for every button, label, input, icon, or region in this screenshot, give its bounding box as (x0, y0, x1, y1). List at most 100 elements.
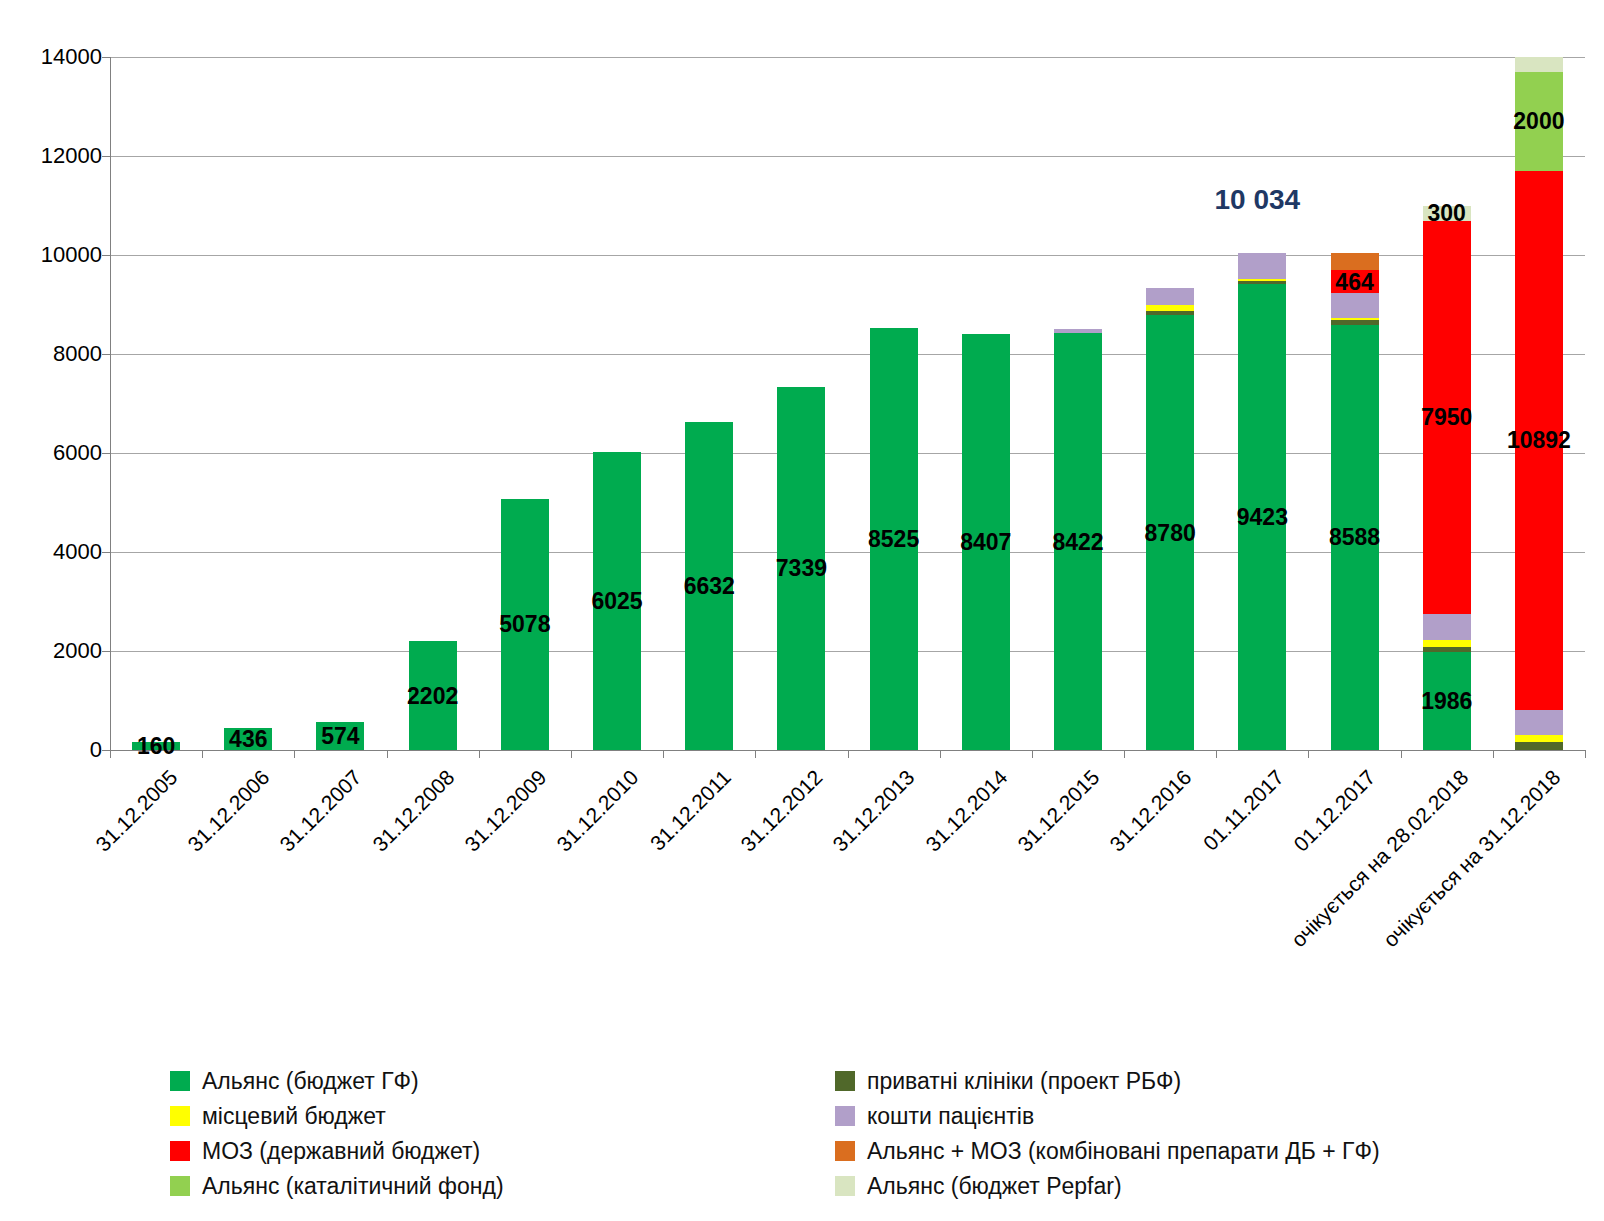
legend-swatch-icon (170, 1176, 190, 1196)
x-tick-label: очікується на 28.02.2018 (1287, 766, 1472, 951)
legend-item: МОЗ (державний бюджет) (170, 1139, 835, 1163)
legend-label: місцевий бюджет (190, 1104, 386, 1128)
bar-value-label: 8780 (1145, 519, 1196, 546)
bar-value-label: 574 (321, 722, 359, 749)
legend-item: місцевий бюджет (170, 1104, 835, 1128)
y-tick-label: 10000 (20, 244, 102, 266)
x-tick-label: 01.11.2017 (1199, 766, 1287, 854)
x-axis-tick (1032, 750, 1033, 758)
x-tick-label: 31.12.2005 (92, 766, 181, 855)
legend-label: Альянс (бюджет ГФ) (190, 1069, 419, 1093)
legend-label: Альянс (каталітичний фонд) (190, 1174, 504, 1198)
y-axis-tick (102, 750, 110, 751)
x-tick-label: 31.12.2014 (921, 766, 1010, 855)
bar-value-label: 2202 (407, 682, 458, 709)
bar-value-label: 8525 (868, 526, 919, 553)
x-axis-tick (1401, 750, 1402, 758)
bar-segment (1331, 320, 1379, 325)
x-axis-tick (755, 750, 756, 758)
legend-swatch-icon (835, 1106, 855, 1126)
legend-label: МОЗ (державний бюджет) (190, 1139, 480, 1163)
x-tick-label: 31.12.2013 (829, 766, 918, 855)
bar-value-label: 7339 (776, 555, 827, 582)
total-annotation: 10 034 (1215, 184, 1301, 216)
bar-value-label: 10892 (1507, 427, 1571, 454)
x-tick-label: 31.12.2011 (646, 766, 734, 854)
x-axis-tick (1308, 750, 1309, 758)
bar-segment (1515, 57, 1563, 71)
y-tick-label: 4000 (20, 541, 102, 563)
x-axis-tick (294, 750, 295, 758)
y-tick-label: 14000 (20, 46, 102, 68)
bar-segment (1331, 293, 1379, 318)
x-tick-label: очікується на 31.12.2018 (1379, 766, 1564, 951)
x-axis-tick (202, 750, 203, 758)
bar-segment (1146, 305, 1194, 311)
bar-value-label: 6632 (684, 572, 735, 599)
bar-value-label: 5078 (499, 611, 550, 638)
x-tick-label: 31.12.2015 (1014, 766, 1103, 855)
x-axis-tick (1216, 750, 1217, 758)
x-axis-tick (663, 750, 664, 758)
bar-value-label: 8422 (1052, 528, 1103, 555)
x-axis-tick (848, 750, 849, 758)
x-axis-tick (571, 750, 572, 758)
gridline (110, 57, 1585, 58)
x-axis-tick (940, 750, 941, 758)
bar-value-label: 1986 (1421, 687, 1472, 714)
legend-item: приватні клініки (проект РБФ) (835, 1069, 1380, 1093)
x-tick-label: 31.12.2012 (737, 766, 826, 855)
bar-value-label: 464 (1335, 268, 1373, 295)
bar-segment (1146, 311, 1194, 315)
legend-swatch-icon (170, 1071, 190, 1091)
x-tick-label: 31.12.2007 (276, 766, 365, 855)
stacked-bar-chart: 0 2000 4000 6000 8000 10000 12000 14000 160 31.12… (0, 0, 1604, 1221)
bar-value-label: 436 (229, 726, 267, 753)
x-axis-tick (1124, 750, 1125, 758)
legend-item: кошти пацієнтів (835, 1104, 1380, 1128)
legend-swatch-icon (170, 1141, 190, 1161)
y-axis-tick (102, 354, 110, 355)
bar-segment (1515, 742, 1563, 750)
x-axis-tick (110, 750, 111, 758)
gridline (110, 156, 1585, 157)
y-axis-tick (102, 651, 110, 652)
x-axis-tick (1493, 750, 1494, 758)
y-tick-label: 0 (20, 739, 102, 761)
legend-label: Альянс + МОЗ (комбіновані препарати ДБ +… (855, 1139, 1380, 1163)
y-axis-tick (102, 255, 110, 256)
x-axis-tick (1585, 750, 1586, 758)
y-tick-label: 2000 (20, 640, 102, 662)
legend-swatch-icon (835, 1141, 855, 1161)
bar-segment (1238, 253, 1286, 279)
legend-swatch-icon (835, 1071, 855, 1091)
y-tick-label: 12000 (20, 145, 102, 167)
x-axis-tick (387, 750, 388, 758)
bar-value-label: 300 (1428, 200, 1466, 227)
y-tick-label: 6000 (20, 442, 102, 464)
x-tick-label: 31.12.2016 (1106, 766, 1195, 855)
x-tick-label: 31.12.2009 (461, 766, 550, 855)
x-tick-label: 31.12.2010 (553, 766, 642, 855)
bar-segment (1238, 281, 1286, 284)
x-tick-label: 31.12.2008 (368, 766, 457, 855)
bar-value-label: 8588 (1329, 524, 1380, 551)
y-axis-tick (102, 57, 110, 58)
bar-segment (1423, 647, 1471, 652)
bar-value-label: 9423 (1237, 503, 1288, 530)
bar-segment (1515, 710, 1563, 735)
y-tick-label: 8000 (20, 343, 102, 365)
legend-label: кошти пацієнтів (855, 1104, 1034, 1128)
bar-segment (1515, 735, 1563, 742)
legend-item: Альянс (бюджет Pepfar) (835, 1174, 1380, 1198)
legend-item: Альянс (бюджет ГФ) (170, 1069, 835, 1093)
legend-swatch-icon (170, 1106, 190, 1126)
legend-item: Альянс (каталітичний фонд) (170, 1174, 835, 1198)
bar-segment (1238, 279, 1286, 280)
bar-value-label: 160 (137, 733, 175, 760)
bar-segment (1054, 329, 1102, 333)
legend-label: Альянс (бюджет Pepfar) (855, 1174, 1122, 1198)
bar-segment (1331, 253, 1379, 270)
legend-item: Альянс + МОЗ (комбіновані препарати ДБ +… (835, 1139, 1380, 1163)
bar-value-label: 6025 (591, 587, 642, 614)
